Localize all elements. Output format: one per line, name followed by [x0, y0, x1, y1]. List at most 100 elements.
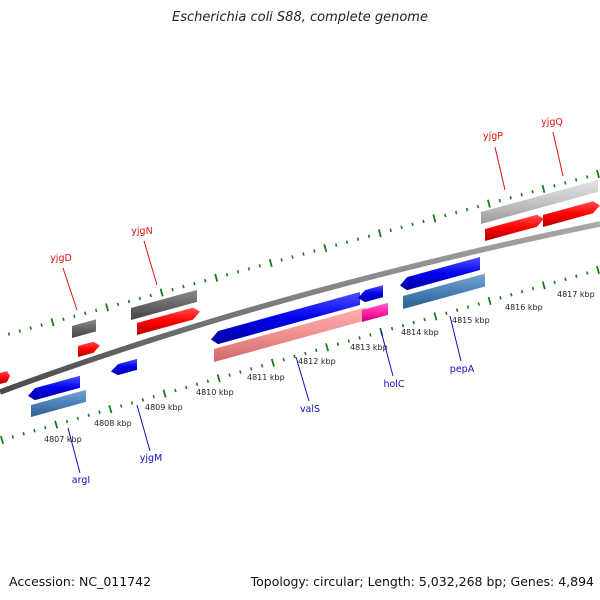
inner-tick-mark	[585, 271, 589, 275]
position-label: 4811 kbp	[247, 373, 285, 382]
outer-tick-mark	[422, 219, 425, 224]
inner-tick-mark	[541, 281, 546, 290]
inner-tick-mark	[87, 413, 90, 418]
outer-tick-mark	[94, 308, 98, 313]
inner-tick-mark	[466, 305, 470, 309]
gene-arrow-red	[485, 214, 544, 241]
inner-tick-mark	[531, 286, 535, 291]
outer-tick-mark	[204, 278, 207, 283]
position-tick-labels: 4807 kbp 4808 kbp 4809 kbp 4810 kbp 4811 kbp…	[44, 290, 595, 444]
gene-arrow-red	[543, 201, 600, 227]
outer-tick-mark	[313, 249, 316, 253]
outer-tick-mark	[127, 299, 131, 304]
inner-tick-mark	[216, 374, 221, 383]
gene-label: yjgD	[50, 253, 72, 264]
gene-block-pink	[214, 307, 366, 362]
outer-tick-mark	[268, 258, 273, 268]
outer-tick-mark	[334, 243, 338, 247]
position-label: 4814 kbp	[401, 328, 439, 337]
outer-tick-mark	[596, 169, 600, 179]
outer-tick-mark	[50, 318, 55, 327]
inner-tick-mark	[65, 419, 69, 424]
inner-tick-mark	[487, 296, 492, 306]
outer-tick-mark	[73, 314, 76, 319]
inner-tick-mark	[358, 336, 361, 340]
position-label: 4815 kbp	[452, 316, 490, 325]
outer-tick-mark	[138, 296, 142, 301]
outer-tick-mark	[465, 207, 469, 212]
outer-tick-mark	[247, 267, 251, 271]
inner-tick-mark	[336, 342, 340, 346]
gene-leader-line	[136, 404, 151, 452]
inner-tick-mark	[250, 367, 253, 371]
gene-block-magenta	[362, 302, 388, 322]
position-label: 4817 kbp	[557, 290, 595, 299]
outer-tick-mark	[214, 273, 219, 282]
map-title: Escherichia coli S88, complete genome	[172, 10, 428, 25]
outer-tick-mark	[541, 184, 546, 193]
bottom-gene-labels: argI yjgM valS holC pepA	[67, 315, 475, 486]
outer-tick-mark	[377, 229, 382, 238]
inner-tick-mark	[445, 311, 448, 316]
inner-tick-mark	[44, 425, 47, 430]
gene-leader-line	[67, 427, 81, 474]
gene-features	[0, 179, 600, 417]
inner-tick-mark	[98, 410, 101, 414]
outer-tick-mark	[7, 332, 11, 336]
gene-arrow-blue	[28, 375, 80, 401]
outer-tick-mark	[509, 195, 512, 200]
gene-label: pepA	[450, 364, 475, 375]
gene-arrow-red	[137, 307, 200, 335]
outer-tick-mark	[531, 190, 534, 194]
outer-tick-mark	[116, 302, 120, 307]
outer-tick-mark	[498, 198, 502, 203]
gene-label: holC	[383, 379, 404, 390]
position-label: 4809 kbp	[145, 403, 183, 412]
outer-tick-mark	[182, 284, 185, 289]
gene-arrow-blue	[400, 257, 480, 291]
outer-tick-mark	[585, 175, 589, 179]
outer-tick-mark	[29, 326, 32, 330]
outer-tick-mark	[18, 329, 22, 333]
inner-tick-mark	[195, 382, 199, 387]
position-label: 4816 kbp	[505, 303, 543, 312]
outer-tick-mark	[236, 270, 240, 274]
outer-tick-mark	[105, 303, 110, 312]
inner-tick-mark	[54, 420, 59, 429]
outer-tick-mark	[444, 213, 447, 218]
outer-tick-mark	[323, 243, 328, 253]
gene-leader-line	[62, 267, 78, 311]
inner-tick-mark	[260, 364, 264, 368]
inner-tick-mark	[369, 333, 372, 337]
position-label: 4807 kbp	[44, 435, 82, 444]
gene-leader-line	[494, 146, 506, 191]
outer-tick-mark	[345, 240, 349, 244]
gene-block-lightgray	[481, 179, 598, 224]
inner-tick-mark	[510, 292, 513, 297]
gene-leader-line	[449, 315, 462, 362]
inner-tick-mark	[33, 428, 36, 433]
gene-block-steelblue	[31, 389, 86, 417]
outer-tick-mark	[193, 281, 196, 286]
inner-tick-mark	[499, 296, 502, 300]
gene-label: yjgM	[140, 453, 163, 464]
outer-tick-mark	[225, 273, 229, 277]
inner-tick-mark	[282, 357, 285, 362]
inner-tick-mark	[239, 370, 242, 374]
outer-tick-mark	[149, 293, 152, 298]
outer-tick-mark	[356, 237, 360, 241]
outer-tick-mark	[454, 210, 458, 215]
inner-tick-mark	[575, 274, 578, 278]
inner-tick-mark	[185, 385, 188, 390]
inner-tick-mark	[22, 432, 25, 436]
gene-leader-line	[143, 240, 158, 286]
inner-tick-ring	[0, 265, 600, 445]
gene-arrow-red	[0, 371, 10, 384]
outer-tick-mark	[400, 225, 403, 230]
gene-label: argI	[72, 475, 90, 486]
inner-tick-mark	[553, 280, 556, 285]
outer-tick-mark	[62, 317, 65, 321]
inner-tick-mark	[520, 289, 524, 294]
inner-tick-mark	[564, 277, 567, 282]
